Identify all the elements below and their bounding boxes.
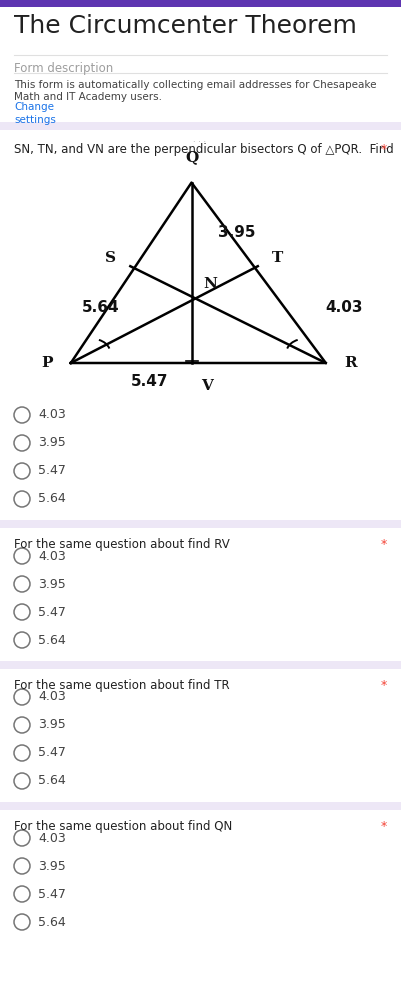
Text: 5.47: 5.47 [38, 464, 66, 478]
Text: Q: Q [185, 151, 198, 165]
Text: The Circumcenter Theorem: The Circumcenter Theorem [14, 14, 357, 38]
Text: 4.03: 4.03 [38, 690, 66, 704]
Text: 3.95: 3.95 [218, 225, 255, 240]
Text: For the same question about find QN: For the same question about find QN [14, 820, 232, 833]
Bar [0, 520, 401, 528]
Text: 4.03: 4.03 [325, 300, 363, 316]
Text: 5.64: 5.64 [38, 916, 66, 928]
Text: For the same question about find RV: For the same question about find RV [14, 538, 230, 551]
Text: 5.64: 5.64 [38, 492, 66, 506]
Text: This form is automatically collecting email addresses for Chesapeake Math and IT: This form is automatically collecting em… [14, 80, 377, 102]
Text: . . .: . . . [193, 135, 207, 144]
Text: Change
settings: Change settings [14, 102, 56, 125]
Text: 5.64: 5.64 [38, 634, 66, 647]
Text: 5.64: 5.64 [82, 300, 119, 316]
Text: 5.47: 5.47 [38, 605, 66, 618]
Text: 3.95: 3.95 [38, 718, 66, 732]
Text: *: * [381, 143, 387, 156]
Text: T: T [272, 251, 283, 265]
Text: S: S [105, 251, 116, 265]
Text: 4.03: 4.03 [38, 408, 66, 422]
Text: 5.47: 5.47 [131, 373, 168, 388]
Text: N: N [203, 277, 217, 291]
Text: Form description: Form description [14, 62, 113, 75]
Text: 5.47: 5.47 [38, 888, 66, 900]
Text: 3.95: 3.95 [38, 578, 66, 590]
Text: 3.95: 3.95 [38, 859, 66, 872]
Bar [0, 0, 401, 7]
Text: 3.95: 3.95 [38, 436, 66, 450]
Text: For the same question about find TR: For the same question about find TR [14, 679, 230, 692]
Bar [0, 802, 401, 810]
Text: R: R [344, 356, 356, 370]
Text: 4.03: 4.03 [38, 550, 66, 562]
Text: *: * [381, 679, 387, 692]
Bar [0, 122, 401, 130]
Text: *: * [381, 820, 387, 833]
Text: 5.47: 5.47 [38, 746, 66, 760]
Text: 5.64: 5.64 [38, 774, 66, 788]
Text: SN, TN, and VN are the perpendicular bisectors Q of △PQR.  Find  NR: SN, TN, and VN are the perpendicular bis… [14, 143, 401, 156]
Text: P: P [41, 356, 53, 370]
Text: V: V [201, 379, 213, 393]
Bar [0, 661, 401, 669]
Text: *: * [381, 538, 387, 551]
Text: 4.03: 4.03 [38, 832, 66, 844]
